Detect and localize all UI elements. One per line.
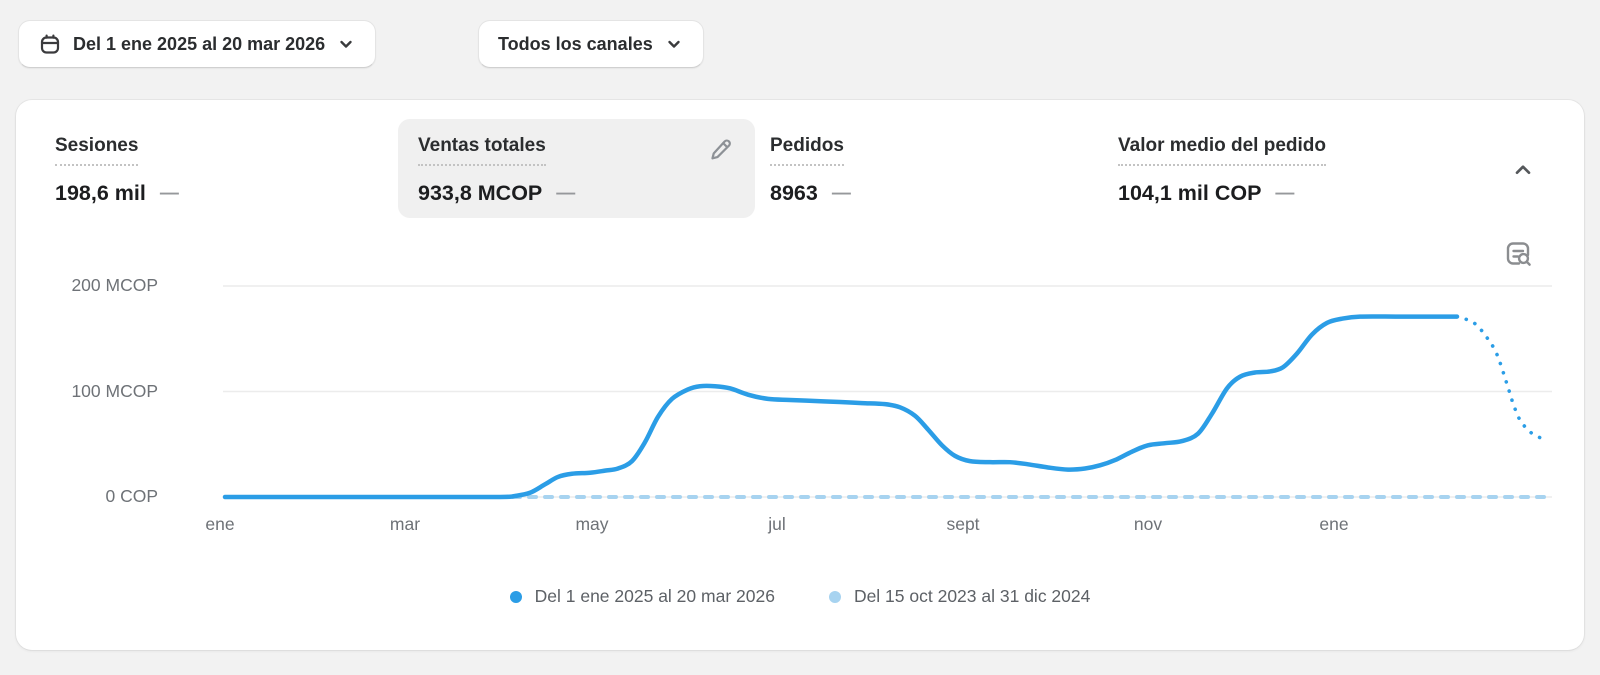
chevron-down-icon bbox=[336, 34, 356, 54]
explore-data-button[interactable] bbox=[1496, 232, 1540, 276]
metric-total-sales-title[interactable]: Ventas totales bbox=[418, 135, 546, 166]
metric-orders-title[interactable]: Pedidos bbox=[770, 135, 844, 166]
metric-sessions[interactable]: Sesiones 198,6 mil — bbox=[55, 135, 179, 206]
metric-average-order-value[interactable]: Valor medio del pedido 104,1 mil COP — bbox=[1118, 135, 1326, 206]
metric-sessions-delta: — bbox=[159, 182, 179, 204]
metric-total-sales-selected[interactable]: Ventas totales 933,8 MCOP — bbox=[398, 119, 755, 218]
magnify-list-icon bbox=[1501, 237, 1535, 271]
edit-metric-button[interactable] bbox=[703, 131, 739, 167]
metric-sessions-value: 198,6 mil bbox=[55, 181, 146, 205]
metric-aov-value: 104,1 mil COP bbox=[1118, 181, 1262, 205]
legend-label-current: Del 1 ene 2025 al 20 mar 2026 bbox=[534, 586, 775, 606]
channel-filter-label: Todos los canales bbox=[498, 33, 653, 54]
date-range-filter-button[interactable]: Del 1 ene 2025 al 20 mar 2026 bbox=[18, 20, 377, 68]
sales-overview-card: Sesiones 198,6 mil — Ventas totales 933,… bbox=[16, 100, 1584, 650]
metric-sessions-title[interactable]: Sesiones bbox=[55, 135, 139, 166]
pencil-icon bbox=[707, 135, 735, 163]
metric-aov-delta: — bbox=[1275, 182, 1295, 204]
date-range-label: Del 1 ene 2025 al 20 mar 2026 bbox=[73, 33, 326, 54]
metric-total-sales-delta: — bbox=[556, 182, 576, 204]
legend-dot-current bbox=[509, 590, 522, 603]
chevron-up-icon bbox=[1510, 157, 1536, 183]
collapse-panel-button[interactable] bbox=[1502, 152, 1544, 188]
chart-legend: Del 1 ene 2025 al 20 mar 2026 Del 15 oct… bbox=[16, 586, 1584, 607]
legend-label-comparison: Del 15 oct 2023 al 31 dic 2024 bbox=[853, 586, 1091, 606]
metric-orders[interactable]: Pedidos 8963 — bbox=[770, 135, 851, 206]
legend-dot-comparison bbox=[828, 590, 841, 603]
metric-total-sales-value: 933,8 MCOP bbox=[418, 181, 543, 205]
metric-orders-value: 8963 bbox=[770, 181, 818, 205]
metric-orders-delta: — bbox=[831, 182, 851, 204]
channel-filter-button[interactable]: Todos los canales bbox=[478, 20, 704, 68]
metric-aov-title[interactable]: Valor medio del pedido bbox=[1118, 135, 1326, 166]
calendar-icon bbox=[38, 32, 62, 56]
legend-item-current-period[interactable]: Del 1 ene 2025 al 20 mar 2026 bbox=[509, 586, 775, 607]
legend-item-comparison-period[interactable]: Del 15 oct 2023 al 31 dic 2024 bbox=[828, 586, 1091, 607]
chevron-down-icon bbox=[664, 34, 684, 54]
